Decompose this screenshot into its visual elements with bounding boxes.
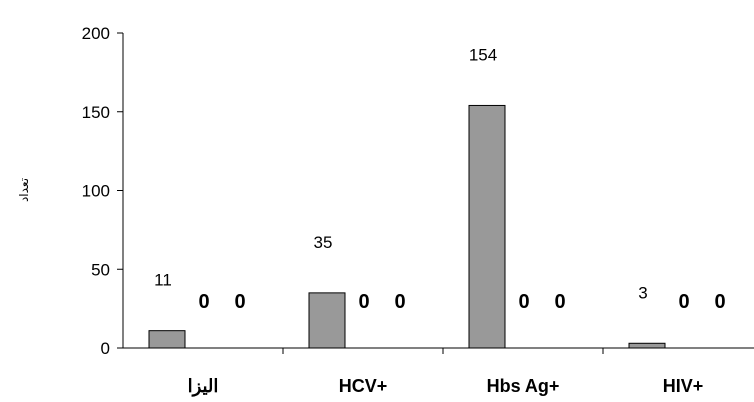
y-axis-label: تعداد [17, 178, 31, 202]
category-label: HIV+ [663, 376, 704, 396]
data-label: 0 [234, 291, 245, 313]
data-label: 3 [638, 283, 647, 302]
category-labels: الیزا HCV+ Hbs Ag+ HIV+ [188, 376, 704, 397]
data-label: 0 [394, 291, 405, 313]
bar [148, 330, 186, 349]
y-tick-label: 0 [101, 339, 110, 358]
y-ticks: 0 50 100 150 200 [82, 24, 123, 358]
data-label: 35 [314, 233, 333, 252]
data-label: 0 [714, 291, 725, 313]
data-label: 0 [554, 291, 565, 313]
y-tick-label: 150 [82, 103, 110, 122]
x-ticks [282, 348, 604, 354]
category-label: الیزا [188, 376, 219, 397]
category-label: HCV+ [339, 376, 388, 396]
data-label: 0 [358, 291, 369, 313]
data-label: 0 [518, 291, 529, 313]
bar [628, 342, 666, 349]
bar [468, 104, 506, 349]
category-label: Hbs Ag+ [487, 376, 560, 396]
data-label: 11 [154, 271, 172, 290]
data-labels: 11 0 0 35 0 0 154 0 0 3 0 0 [154, 45, 725, 313]
bars [148, 104, 666, 349]
bar [308, 292, 346, 349]
y-tick-label: 200 [82, 24, 110, 43]
data-label: 154 [469, 45, 497, 64]
y-tick-label: 50 [91, 260, 110, 279]
data-label: 0 [198, 291, 209, 313]
data-label: 0 [678, 291, 689, 313]
y-tick-label: 100 [82, 182, 110, 201]
